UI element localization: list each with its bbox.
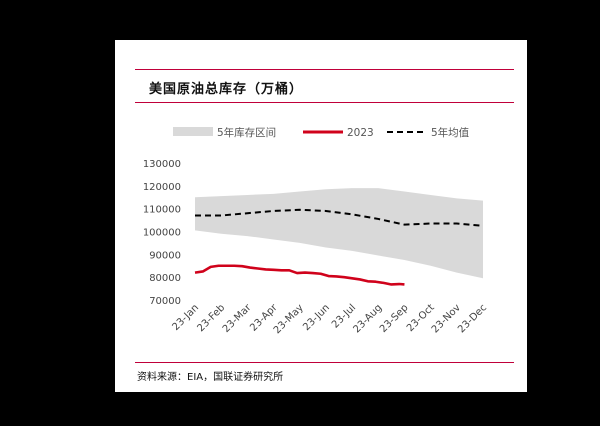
avg-line (195, 208, 484, 227)
x-tick-label: 23-Sep (378, 302, 411, 335)
series-2023-line (194, 264, 405, 286)
y-tick-label: 100000 (143, 228, 181, 239)
y-tick-label: 90000 (149, 250, 181, 261)
x-tick-label: 23-May (272, 302, 306, 336)
y-tick-label: 70000 (149, 296, 181, 307)
source-note: 资料来源：EIA，国联证券研究所 (137, 372, 284, 383)
x-tick-label: 23-Jun (301, 302, 332, 333)
legend-band-label: 5年库存区间 (217, 126, 276, 139)
y-tick-label: 130000 (143, 159, 181, 170)
chart-canvas: 70000 80000 90000 100000 110000 120000 130000 2… (143, 126, 489, 336)
x-tick-label: 23-Mar (221, 302, 254, 335)
title-bottom-rule (135, 102, 514, 103)
legend-avg-label: 5年均值 (431, 126, 470, 139)
title-top-rule (135, 69, 514, 70)
legend-2023-label: 2023 (347, 127, 374, 139)
chart-title: 美国原油总库存（万桶） (149, 82, 304, 97)
y-tick-label: 80000 (149, 273, 181, 284)
x-tick-label: 23-Dec (456, 302, 489, 335)
y-tick-label: 120000 (143, 182, 181, 193)
y-tick-label: 110000 (143, 205, 181, 216)
chart-card: 美国原油总库存（万桶） 70000 80000 90000 100000 110000 1… (115, 40, 527, 392)
legend-band-swatch (173, 127, 213, 136)
x-tick-label: 23-Aug (351, 302, 384, 335)
source-top-rule (135, 362, 514, 363)
